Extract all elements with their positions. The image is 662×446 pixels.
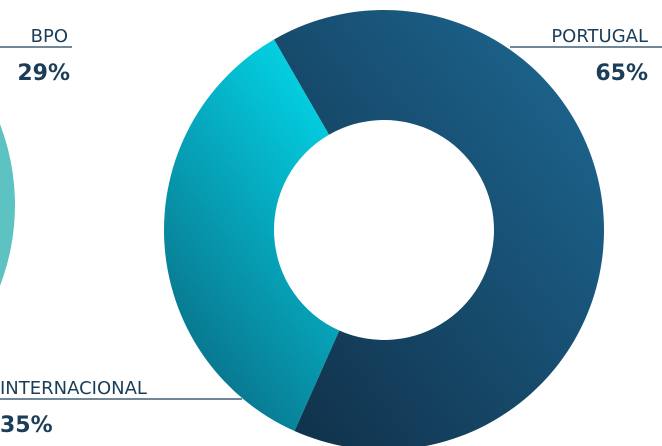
label-bpo: BPO 29% [0, 26, 72, 86]
donut-slice-internacional [164, 39, 340, 431]
donut-slice-bpo [0, 124, 15, 286]
label-portugal: PORTUGAL 65% [510, 26, 662, 86]
main-donut-chart [164, 10, 604, 446]
donut-slice-portugal [274, 10, 604, 446]
label-internacional-name: INTERNACIONAL [0, 378, 147, 399]
label-portugal-value: 65% [595, 61, 648, 86]
bpo-donut-cropped [0, 124, 15, 286]
label-internacional: INTERNACIONAL 35% [0, 378, 242, 438]
label-portugal-name: PORTUGAL [551, 26, 648, 47]
label-internacional-value: 35% [0, 413, 53, 438]
label-bpo-value: 29% [17, 61, 70, 86]
label-bpo-name: BPO [31, 26, 68, 47]
